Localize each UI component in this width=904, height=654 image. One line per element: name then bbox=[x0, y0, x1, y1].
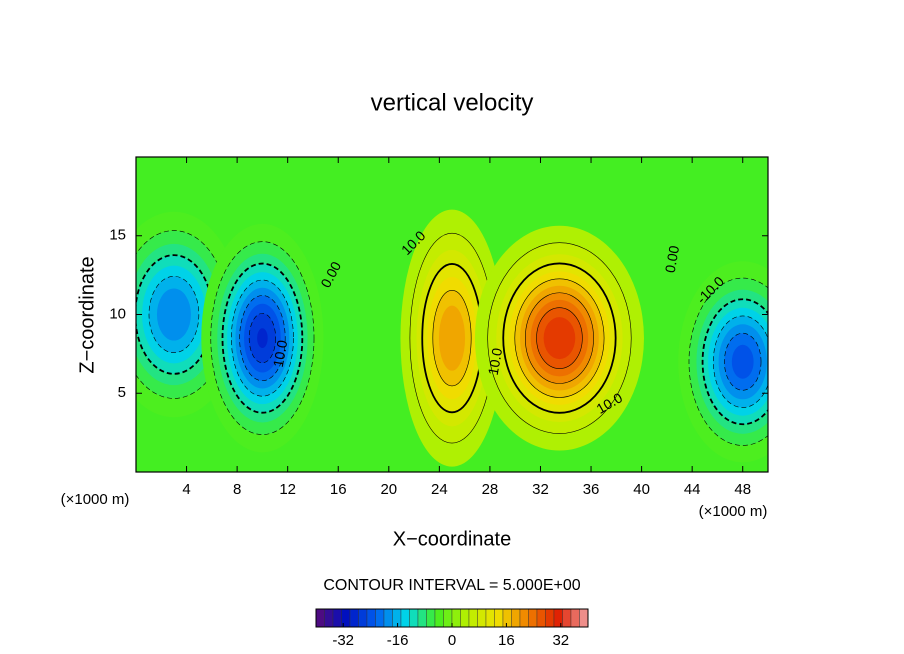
colorbar-cell bbox=[460, 608, 470, 628]
colorbar-cell bbox=[468, 608, 478, 628]
y-tick-label: 10 bbox=[109, 305, 126, 322]
colorbar-cell bbox=[528, 608, 538, 628]
contour-band bbox=[257, 328, 268, 348]
contour-label: 0.00 bbox=[662, 244, 683, 274]
colorbar-cell bbox=[536, 608, 546, 628]
contour-interval: CONTOUR INTERVAL = 5.000E+00 bbox=[323, 577, 580, 594]
colorbar-cell bbox=[383, 608, 393, 628]
colorbar-tick-label: -16 bbox=[387, 632, 409, 649]
colorbar-cell bbox=[324, 608, 334, 628]
colorbar-cell bbox=[366, 608, 376, 628]
colorbar-cell bbox=[502, 608, 512, 628]
colorbar-cell bbox=[562, 608, 572, 628]
x-tick-label: 44 bbox=[684, 481, 701, 498]
colorbar-cell bbox=[434, 608, 444, 628]
contour-band bbox=[438, 305, 466, 371]
chart-title: vertical velocity bbox=[371, 89, 534, 116]
x-tick-label: 4 bbox=[182, 481, 190, 498]
colorbar-cell bbox=[400, 608, 410, 628]
colorbar-cell bbox=[409, 608, 419, 628]
colorbar-cell bbox=[485, 608, 495, 628]
colorbar-cell bbox=[494, 608, 504, 628]
x-tick-label: 12 bbox=[279, 481, 296, 498]
contour-label: 10.0 bbox=[485, 347, 506, 377]
contour-band bbox=[731, 344, 754, 379]
x-tick-label: 16 bbox=[330, 481, 347, 498]
contour-band bbox=[543, 317, 576, 360]
x-tick-label: 40 bbox=[633, 481, 650, 498]
colorbar-cell bbox=[349, 608, 359, 628]
colorbar-cell bbox=[443, 608, 453, 628]
colorbar-tick-label: -32 bbox=[332, 632, 354, 649]
x-tick-label: 48 bbox=[734, 481, 751, 498]
colorbar-tick-label: 32 bbox=[552, 632, 569, 649]
colorbar-cell bbox=[545, 608, 555, 628]
y-axis-title: Z−coordinate bbox=[76, 256, 98, 373]
colorbar-cell bbox=[511, 608, 521, 628]
x-tick-label: 32 bbox=[532, 481, 549, 498]
x-tick-label: 20 bbox=[380, 481, 397, 498]
y-tick-label: 15 bbox=[109, 227, 126, 244]
colorbar-cell bbox=[315, 608, 325, 628]
colorbar-cell bbox=[358, 608, 368, 628]
y-tick-label: 5 bbox=[118, 384, 126, 401]
colorbar-cell bbox=[332, 608, 342, 628]
colorbar-cell bbox=[392, 608, 402, 628]
colorbar-tick-label: 16 bbox=[498, 632, 515, 649]
x-tick-label: 8 bbox=[233, 481, 241, 498]
colorbar-tick-label: 0 bbox=[448, 632, 456, 649]
x-axis-title: X−coordinate bbox=[393, 528, 511, 550]
x-tick-label: 28 bbox=[482, 481, 499, 498]
colorbar-cell bbox=[375, 608, 385, 628]
colorbar-cell bbox=[451, 608, 461, 628]
colorbar-cell bbox=[570, 608, 580, 628]
colorbar-cell bbox=[579, 608, 589, 628]
colorbar-cell bbox=[426, 608, 436, 628]
colorbar-cell bbox=[477, 608, 487, 628]
colorbar-cell bbox=[519, 608, 529, 628]
contour-label: 10.0 bbox=[270, 339, 291, 369]
colorbar-cell bbox=[417, 608, 427, 628]
x-tick-label: 24 bbox=[431, 481, 448, 498]
plot-area bbox=[136, 157, 768, 472]
x-tick-label: 36 bbox=[583, 481, 600, 498]
x-unit-label: (×1000 m) bbox=[61, 491, 130, 508]
contour-band bbox=[156, 288, 191, 341]
x-unit-label: (×1000 m) bbox=[699, 503, 768, 520]
